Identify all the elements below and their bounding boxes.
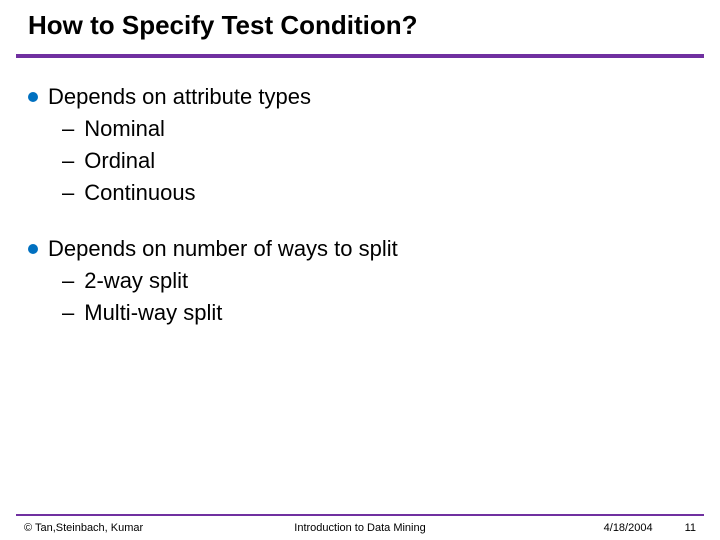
sub-item: –Nominal	[62, 116, 692, 142]
bullet-text: Depends on attribute types	[48, 84, 311, 110]
dash-icon: –	[62, 268, 74, 294]
sub-item-text: Ordinal	[84, 148, 155, 174]
sub-item-text: Nominal	[84, 116, 165, 142]
slide: How to Specify Test Condition? Depends o…	[0, 0, 720, 540]
title-rule	[16, 54, 704, 58]
dash-icon: –	[62, 300, 74, 326]
footer: © Tan,Steinbach, Kumar Introduction to D…	[0, 514, 720, 540]
bullet-icon	[28, 92, 38, 102]
dash-icon: –	[62, 116, 74, 142]
dash-icon: –	[62, 148, 74, 174]
bullet-text: Depends on number of ways to split	[48, 236, 398, 262]
sub-item: –Continuous	[62, 180, 692, 206]
title-block: How to Specify Test Condition?	[28, 10, 692, 41]
bullet-item: Depends on number of ways to split	[28, 236, 692, 262]
bullet-icon	[28, 244, 38, 254]
sub-item-text: Multi-way split	[84, 300, 222, 326]
sub-item: –2-way split	[62, 268, 692, 294]
body: Depends on attribute types–Nominal–Ordin…	[28, 84, 692, 332]
sub-item: –Multi-way split	[62, 300, 692, 326]
bullet-item: Depends on attribute types	[28, 84, 692, 110]
sub-item-text: 2-way split	[84, 268, 188, 294]
sub-item-text: Continuous	[84, 180, 195, 206]
dash-icon: –	[62, 180, 74, 206]
footer-rule	[16, 514, 704, 516]
slide-title: How to Specify Test Condition?	[28, 10, 692, 41]
sub-item: –Ordinal	[62, 148, 692, 174]
footer-row: © Tan,Steinbach, Kumar Introduction to D…	[24, 522, 696, 534]
footer-center: Introduction to Data Mining	[24, 522, 696, 534]
